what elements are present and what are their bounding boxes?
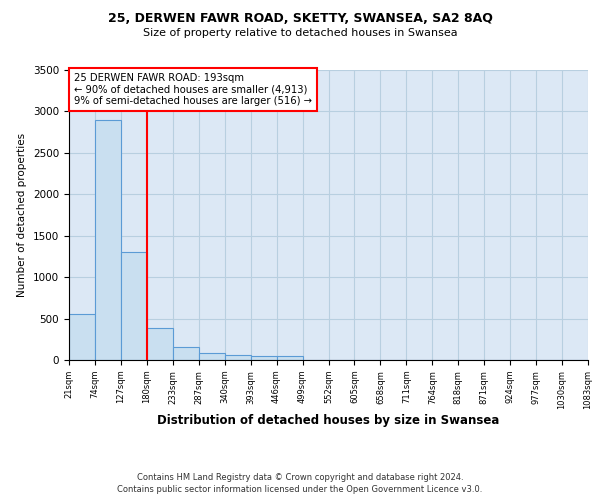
Text: 25 DERWEN FAWR ROAD: 193sqm
← 90% of detached houses are smaller (4,913)
9% of s: 25 DERWEN FAWR ROAD: 193sqm ← 90% of det… [74,73,312,106]
Bar [251,356,277,360]
Bar [69,314,95,360]
X-axis label: Distribution of detached houses by size in Swansea: Distribution of detached houses by size … [157,414,500,428]
Bar [147,328,173,360]
Bar [277,356,302,360]
Y-axis label: Number of detached properties: Number of detached properties [17,133,28,297]
Bar [225,356,251,360]
Bar [173,347,199,360]
Text: Size of property relative to detached houses in Swansea: Size of property relative to detached ho… [143,28,457,38]
Text: Contains HM Land Registry data © Crown copyright and database right 2024.: Contains HM Land Registry data © Crown c… [137,472,463,482]
Text: Contains public sector information licensed under the Open Government Licence v3: Contains public sector information licen… [118,485,482,494]
Bar [95,120,121,360]
Bar [121,252,147,360]
Text: 25, DERWEN FAWR ROAD, SKETTY, SWANSEA, SA2 8AQ: 25, DERWEN FAWR ROAD, SKETTY, SWANSEA, S… [107,12,493,26]
Bar [199,352,224,360]
